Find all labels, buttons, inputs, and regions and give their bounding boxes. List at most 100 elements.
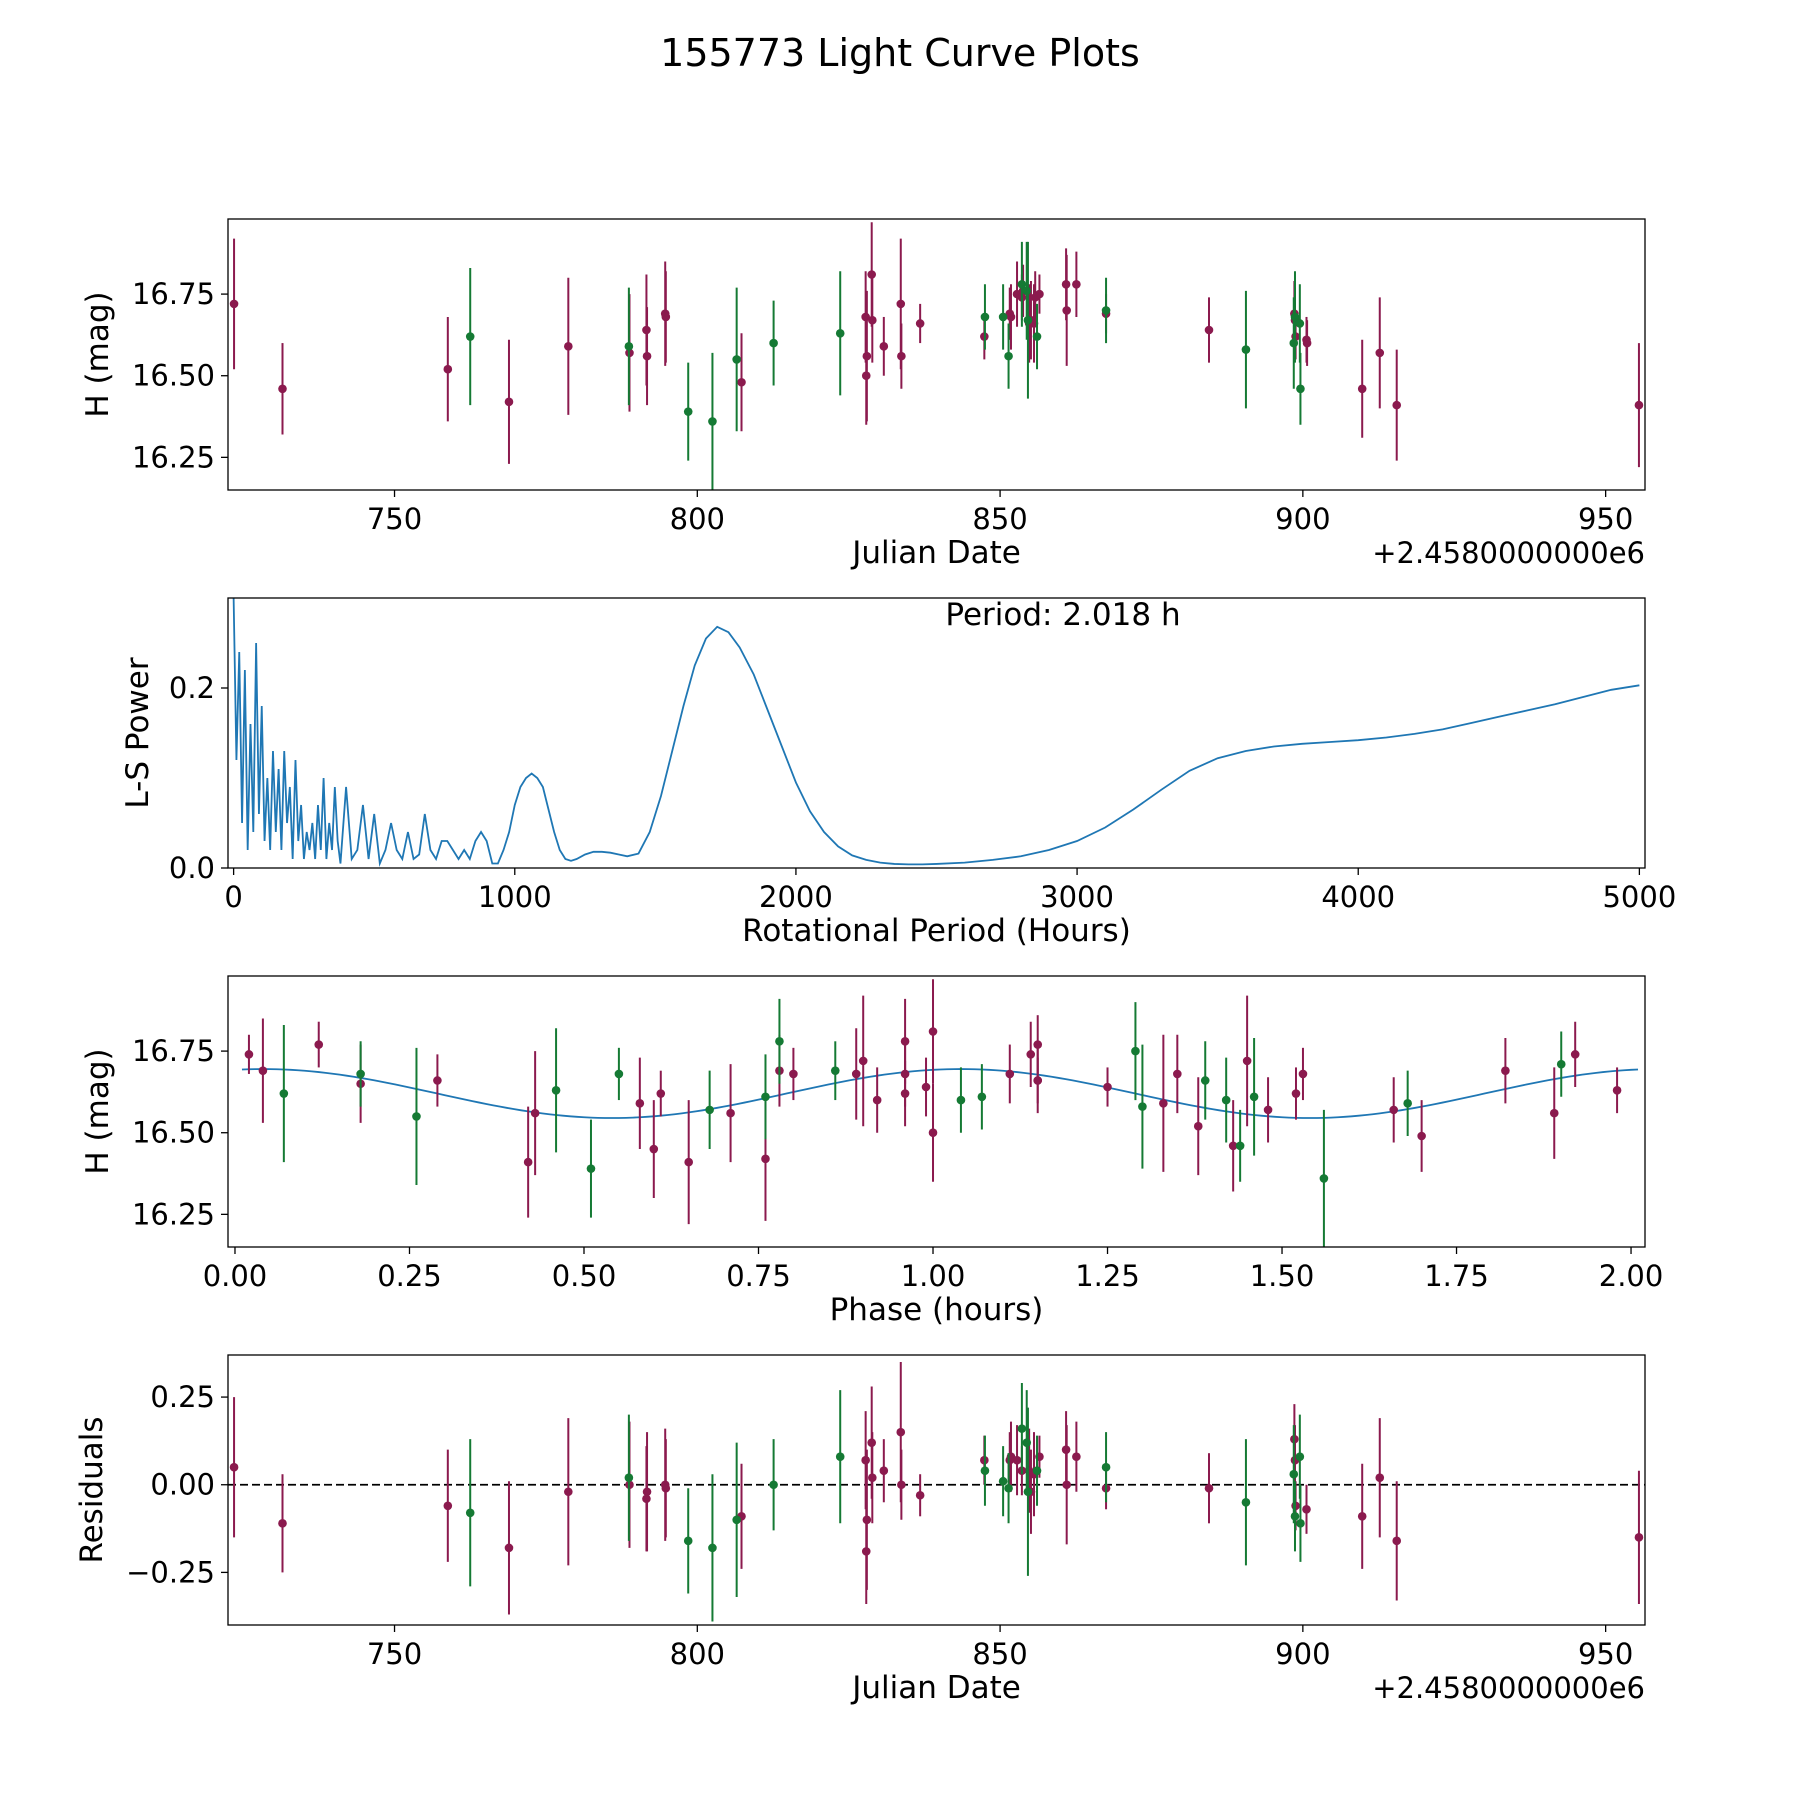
phased-point-maroon [656,1089,666,1098]
phased-point-maroon [1159,1099,1168,1108]
lightcurve-point-green [1296,384,1305,394]
residuals-point-green [708,1543,717,1553]
residuals-point-maroon [1392,1536,1402,1546]
phased-plot-area [241,979,1639,1247]
residuals-point-maroon [897,1480,906,1490]
residuals-point-green [1004,1483,1013,1493]
phased-point-maroon [900,1037,910,1046]
phased-point-maroon [851,1069,861,1079]
phased-point-maroon [1298,1069,1308,1079]
phased-point-maroon [649,1144,659,1154]
phased-point-maroon [635,1099,645,1108]
phased-point-maroon [523,1157,533,1167]
residuals-xtick-label: 750 [367,1637,422,1671]
residuals-point-maroon [1012,1455,1022,1465]
phased-point-green [1131,1046,1140,1056]
phased-point-green [705,1105,714,1115]
phased-point-maroon [684,1157,693,1167]
lightcurve-point-green [1022,286,1032,296]
lightcurve-ytick-label: 16.75 [132,277,215,311]
lightcurve-point-green [769,338,778,348]
residuals-point-maroon [642,1487,652,1497]
phased-xtick-label: 0.75 [726,1259,791,1293]
residuals-point-maroon [1357,1511,1367,1521]
period-annotation: Period: 2.018 h [945,597,1180,633]
periodogram-ytick-label: 0.0 [169,851,215,885]
phased-point-green [1403,1099,1412,1108]
lightcurve-xtick-label: 850 [972,502,1027,536]
lightcurve-point-maroon [867,270,877,279]
light-curve-ylabel: H (mag) [80,291,116,417]
phased-xtick-label: 1.00 [901,1259,966,1293]
lightcurve-point-maroon [737,377,746,387]
residuals-point-maroon [879,1466,889,1476]
residuals-point-maroon [862,1515,872,1525]
phased-point-green [614,1069,624,1079]
periodogram-xlabel: Rotational Period (Hours) [742,913,1131,949]
residuals-ytick-label: 0.25 [150,1380,215,1414]
lightcurve-point-maroon [1006,312,1016,322]
phased-xtick-label: 0.50 [552,1259,617,1293]
lightcurve-point-maroon [661,312,671,322]
periodogram-xtick-label: 1000 [478,880,552,914]
residuals-plot-area [228,1362,1645,1622]
lightcurve-point-green [732,355,741,364]
residuals-point-maroon [504,1543,514,1553]
lightcurve-xtick-label: 800 [670,502,725,536]
residuals-xlabel: Julian Date [850,1670,1021,1706]
phased-point-maroon [1033,1076,1043,1085]
phased-point-maroon [1173,1069,1182,1079]
phased-point-maroon [530,1108,540,1118]
residuals-point-green [1023,1487,1033,1497]
phased-point-maroon [858,1056,868,1066]
phased-point-maroon [1501,1066,1510,1075]
phased-point-maroon [726,1108,735,1118]
residuals-offset-label: +2.4580000000e6 [1372,1671,1645,1705]
phased-curve-ylabel: H (mag) [80,1048,116,1174]
lightcurve-point-green [998,312,1008,322]
lightcurve-point-green [1023,315,1033,325]
lightcurve-point-maroon [1634,400,1644,410]
residuals-point-maroon [1375,1473,1385,1483]
phased-point-maroon [1612,1085,1622,1095]
residuals-point-green [1290,1511,1300,1521]
phased-point-maroon [1193,1121,1203,1131]
phased-point-maroon [1389,1105,1399,1115]
phased-point-maroon [1228,1141,1238,1151]
model-curve [241,1068,1639,1119]
residuals-point-green [1241,1497,1251,1507]
phased-point-maroon [1033,1040,1043,1049]
lightcurve-point-green [980,312,990,322]
light-curve-panel: 750 800 850 900 950 16.25 16.50 16.75 Julian Da… [80,218,1646,571]
phased-point-green [1235,1141,1245,1151]
phased-point-green [551,1085,561,1095]
residuals-point-maroon [1072,1452,1081,1461]
phased-point-green [356,1069,365,1079]
residuals-panel: 750 800 850 900 950 0.25 0.00 −0.25 Julian Date… [74,1354,1646,1706]
lightcurve-point-green [1290,312,1300,322]
periodogram-curve [232,598,1640,868]
phased-point-green [586,1164,596,1173]
residuals-point-maroon [661,1483,671,1493]
phased-point-maroon [928,1027,938,1036]
residuals-point-green [1296,1519,1305,1528]
phased-point-maroon [1005,1069,1015,1079]
phased-point-maroon [1291,1089,1301,1098]
lightcurve-point-maroon [1357,384,1367,394]
lightcurve-point-maroon [1072,280,1081,289]
lightcurve-point-maroon [504,397,514,407]
residuals-point-green [1032,1466,1042,1476]
residuals-point-green [1295,1452,1305,1461]
phased-point-maroon [1026,1050,1036,1059]
phased-point-maroon [1242,1056,1252,1066]
periodogram-panel: 0 1000 2000 3000 4000 5000 0.0 0.2 Rotational P… [120,597,1676,949]
periodogram-frame [227,597,1646,869]
residuals-point-maroon [861,1455,870,1465]
lightcurve-point-green [708,417,717,426]
lightcurve-point-maroon [868,315,877,325]
residuals-point-maroon [278,1519,287,1528]
residuals-point-green [980,1466,990,1476]
phased-point-maroon [921,1082,931,1092]
lightcurve-point-maroon [1375,348,1385,358]
